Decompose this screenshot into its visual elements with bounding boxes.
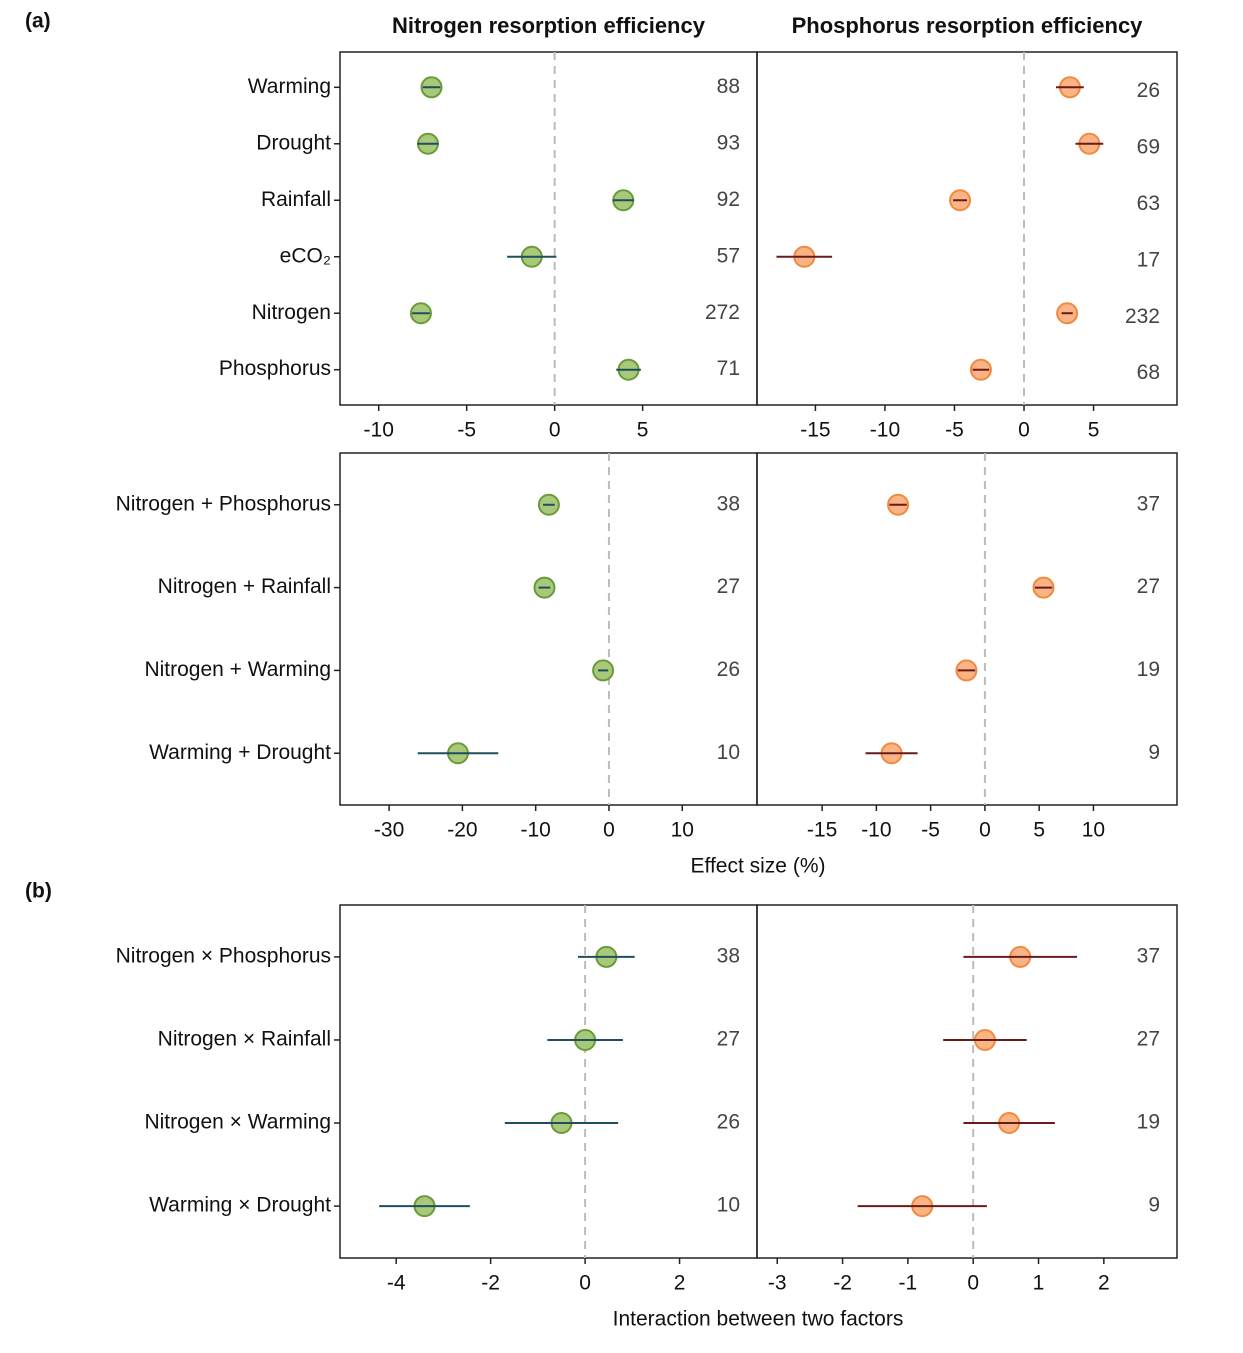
y-tick-label: Nitrogen × Rainfall	[158, 1028, 331, 1051]
count-label: 10	[717, 1194, 740, 1217]
count-label: 26	[717, 658, 740, 681]
y-tick-label: Rainfall	[261, 188, 331, 211]
x-tick-label: -15	[807, 819, 837, 842]
chart-title: Nitrogen resorption efficiency	[392, 13, 706, 38]
y-tick-label: Nitrogen + Phosphorus	[116, 492, 331, 515]
count-label: 37	[1137, 944, 1160, 967]
x-tick-label: -2	[481, 1272, 500, 1295]
count-label: 93	[717, 131, 740, 154]
y-tick-label: Nitrogen + Rainfall	[158, 575, 331, 598]
count-label: 27	[717, 1028, 740, 1051]
x-tick-label: 0	[549, 419, 561, 442]
x-axis-label: Interaction between two factors	[613, 1308, 904, 1331]
x-tick-label: 2	[674, 1272, 686, 1295]
x-tick-label: 2	[1098, 1272, 1110, 1295]
count-label: 232	[1125, 305, 1160, 328]
count-label: 71	[717, 357, 740, 380]
x-tick-label: -4	[387, 1272, 406, 1295]
y-tick-label: eCO₂	[280, 244, 331, 267]
panel-label: (b)	[25, 880, 52, 903]
count-label: 272	[705, 301, 740, 324]
y-tick-label: Nitrogen	[252, 301, 331, 324]
x-tick-label: 5	[637, 419, 649, 442]
count-label: 27	[717, 575, 740, 598]
y-tick-label: Warming	[248, 75, 331, 98]
count-label: 57	[717, 244, 740, 267]
panel-frame	[756, 452, 1178, 806]
x-tick-label: -10	[861, 819, 891, 842]
count-label: 38	[717, 944, 740, 967]
x-tick-label: 0	[1018, 419, 1030, 442]
x-tick-label: -2	[833, 1272, 852, 1295]
count-label: 19	[1137, 658, 1160, 681]
count-label: 68	[1137, 361, 1160, 384]
count-label: 9	[1148, 741, 1160, 764]
y-tick-label: Nitrogen + Warming	[144, 658, 331, 681]
x-tick-label: 1	[1033, 1272, 1045, 1295]
y-tick-label: Drought	[256, 131, 331, 154]
x-axis-label: Effect size (%)	[691, 855, 826, 878]
x-tick-label: 0	[579, 1272, 591, 1295]
x-tick-label: -20	[447, 819, 477, 842]
panel-label: (a)	[25, 10, 51, 33]
x-tick-label: -1	[899, 1272, 918, 1295]
x-tick-label: -10	[364, 419, 394, 442]
chart-title: Phosphorus resorption efficiency	[792, 13, 1144, 38]
x-tick-label: 10	[1082, 819, 1105, 842]
count-label: 69	[1137, 135, 1160, 158]
count-label: 9	[1148, 1194, 1160, 1217]
x-tick-label: -5	[921, 819, 940, 842]
x-tick-label: -10	[520, 819, 550, 842]
x-tick-label: -5	[945, 419, 964, 442]
x-tick-label: 5	[1033, 819, 1045, 842]
panel-frame	[339, 904, 758, 1259]
panel-frame	[756, 904, 1178, 1259]
y-tick-label: Nitrogen × Warming	[144, 1111, 331, 1134]
panel-frame	[339, 51, 758, 406]
count-label: 17	[1137, 248, 1160, 271]
count-label: 27	[1137, 575, 1160, 598]
x-tick-label: -10	[870, 419, 900, 442]
y-tick-label: Warming × Drought	[149, 1194, 331, 1217]
x-tick-label: -15	[800, 419, 830, 442]
x-tick-label: 0	[967, 1272, 979, 1295]
x-tick-label: 0	[979, 819, 991, 842]
count-label: 26	[1137, 79, 1160, 102]
count-label: 92	[717, 188, 740, 211]
count-label: 37	[1137, 492, 1160, 515]
count-label: 10	[717, 741, 740, 764]
x-tick-label: 0	[603, 819, 615, 842]
x-tick-label: 10	[671, 819, 694, 842]
count-label: 63	[1137, 192, 1160, 215]
x-tick-label: 5	[1088, 419, 1100, 442]
x-tick-label: -30	[374, 819, 404, 842]
count-label: 26	[717, 1111, 740, 1134]
count-label: 38	[717, 492, 740, 515]
count-label: 27	[1137, 1028, 1160, 1051]
y-tick-label: Nitrogen × Phosphorus	[116, 944, 331, 967]
y-tick-label: Warming + Drought	[149, 741, 331, 764]
count-label: 88	[717, 75, 740, 98]
x-tick-label: -3	[768, 1272, 787, 1295]
count-label: 19	[1137, 1111, 1160, 1134]
panel-frame	[756, 51, 1178, 406]
x-tick-label: -5	[457, 419, 476, 442]
y-tick-label: Phosphorus	[219, 357, 331, 380]
